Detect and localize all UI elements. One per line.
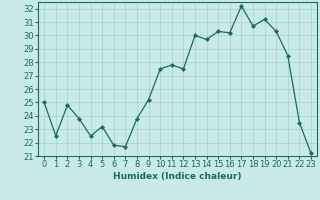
X-axis label: Humidex (Indice chaleur): Humidex (Indice chaleur) xyxy=(113,172,242,181)
